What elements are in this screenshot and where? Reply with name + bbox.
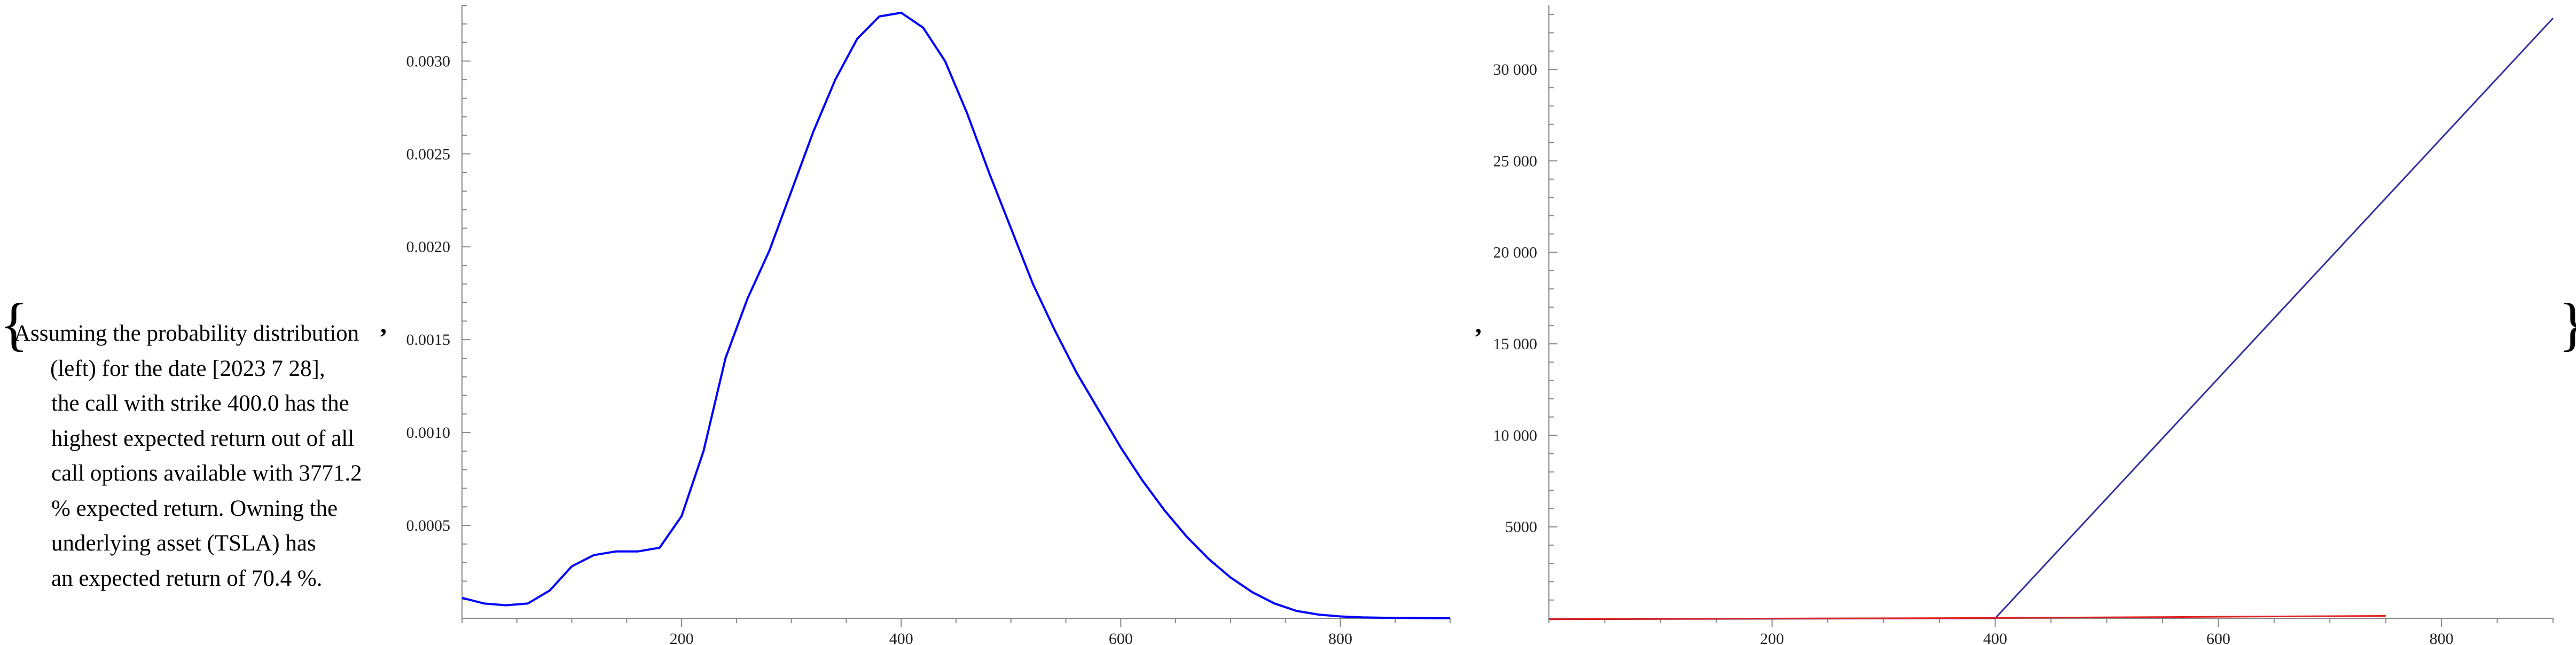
- separator-comma: ,: [1475, 310, 1482, 339]
- x-tick-label: 600: [2206, 630, 2230, 645]
- expected-return-chart: 200 400 600 800 5000 10 000 15 000 20 000 25 000…: [1493, 5, 2554, 645]
- description-line: call options available with 3771.2: [51, 461, 362, 486]
- y-tick-label: 5000: [1505, 518, 1537, 536]
- x-tick-label: 800: [2430, 630, 2454, 645]
- x-tick-label: 400: [1983, 630, 2007, 645]
- description-line: % expected return. Owning the: [51, 495, 338, 521]
- series-line: [1548, 17, 2554, 620]
- x-tick-label: 600: [1109, 630, 1133, 645]
- description-line: underlying asset (TSLA) has: [51, 531, 316, 556]
- description-line: an expected return of 70.4 %.: [51, 565, 323, 591]
- description-line: (left) for the date [2023 7 28],: [50, 356, 325, 381]
- y-tick-label: 0.0030: [406, 52, 451, 70]
- x-tick-label: 200: [1760, 630, 1784, 645]
- y-tick-label: 15 000: [1493, 335, 1538, 353]
- x-tick-label: 800: [1328, 630, 1352, 645]
- description-line: highest expected return out of all: [51, 426, 355, 451]
- y-tick-label: 30 000: [1493, 61, 1538, 78]
- y-tick-label: 0.0025: [406, 145, 451, 163]
- separator-comma: ,: [380, 310, 387, 339]
- series-line: [461, 11, 1451, 619]
- probability-distribution-chart: 200 400 600 800 0.0005 0.0010 0.0015 0.0020 0.00…: [406, 5, 1451, 645]
- y-tick-label: 0.0005: [406, 517, 451, 534]
- description-line: Assuming the probability distribution: [14, 321, 359, 346]
- left-brace: {: [0, 292, 28, 357]
- x-tick-label: 400: [889, 630, 913, 645]
- y-tick-label: 0.0010: [406, 424, 451, 442]
- description-text: Assuming the probability distribution (l…: [14, 316, 388, 596]
- y-tick-label: 10 000: [1493, 427, 1538, 444]
- description-line: the call with strike 400.0 has the: [51, 391, 349, 416]
- series-line: [1548, 615, 2386, 620]
- right-brace: }: [2558, 295, 2576, 353]
- y-tick-label: 0.0015: [406, 331, 451, 349]
- y-tick-label: 20 000: [1493, 244, 1538, 262]
- x-tick-label: 200: [670, 630, 694, 645]
- y-tick-label: 0.0020: [406, 238, 451, 256]
- y-tick-label: 25 000: [1493, 152, 1538, 170]
